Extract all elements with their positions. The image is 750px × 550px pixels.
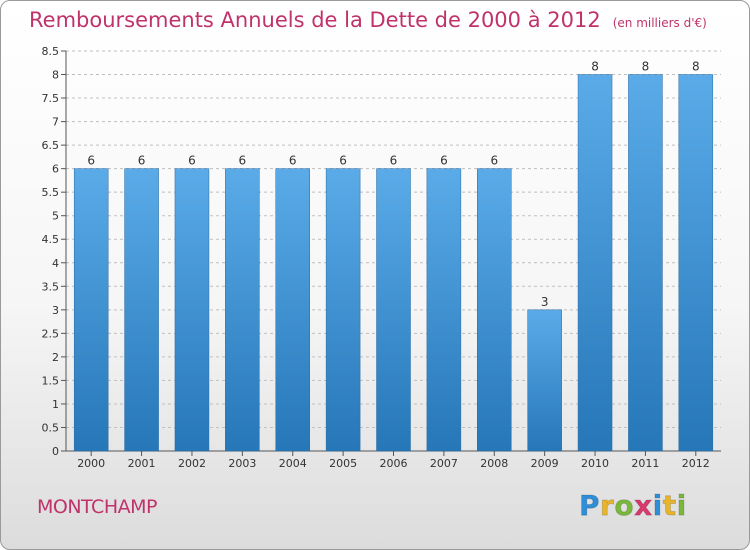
bar-2007 <box>426 168 462 452</box>
y-tick-label: 0.5 <box>42 421 60 434</box>
proxiti-logo: Proxiti <box>578 489 687 523</box>
y-tick-label: 7 <box>52 116 59 129</box>
logo-letter: t <box>662 489 677 523</box>
bars <box>73 74 714 452</box>
logo-letter: r <box>600 489 615 523</box>
bar-2001 <box>124 168 159 452</box>
chart-title-text: Remboursements Annuels de la Dette de 20… <box>29 8 601 32</box>
y-tick-label: 5.5 <box>42 186 60 199</box>
bar-value-label-2000: 6 <box>87 154 95 168</box>
y-tick-label: 1 <box>52 398 59 411</box>
x-tick-label-2008: 2008 <box>480 457 508 470</box>
logo-letter: i <box>652 489 663 523</box>
x-tick-label-2010: 2010 <box>581 457 609 470</box>
bar-value-label-2008: 6 <box>490 154 498 168</box>
bar-value-label-2004: 6 <box>289 154 297 168</box>
bar-value-label-2006: 6 <box>390 154 398 168</box>
logo-letter: P <box>578 489 601 523</box>
y-tick-label: 5 <box>52 210 59 223</box>
commune-name: MONTCHAMP <box>37 496 157 518</box>
bar-value-label-2002: 6 <box>188 154 196 168</box>
logo-letter: x <box>634 489 653 523</box>
x-tick-label-2011: 2011 <box>631 457 659 470</box>
y-tick-label: 4.5 <box>42 233 60 246</box>
y-tick-label: 0 <box>52 445 59 458</box>
bar-2008 <box>477 168 512 452</box>
y-tick-label: 2.5 <box>42 327 60 340</box>
chart-title: Remboursements Annuels de la Dette de 20… <box>29 8 707 32</box>
bar-value-label-2007: 6 <box>440 154 448 168</box>
x-tick-label-2005: 2005 <box>329 457 357 470</box>
bar-value-label-2009: 3 <box>541 295 549 309</box>
bar-value-label-2011: 8 <box>642 60 650 74</box>
bar-2006 <box>376 168 411 452</box>
chart-unit-label: (en milliers d'€) <box>612 16 707 30</box>
bar-value-label-2005: 6 <box>339 154 347 168</box>
bar-2012 <box>678 74 714 452</box>
x-tick-label-2002: 2002 <box>178 457 206 470</box>
y-tick-label: 1.5 <box>42 374 60 387</box>
bar-value-label-2001: 6 <box>138 154 146 168</box>
y-tick-labels: 0 0.5 1 1.5 2 2.5 3 3.5 4 4.5 5 5.5 6 6.5 7 7.5 8 8.5 <box>42 45 60 458</box>
x-tick-label-2001: 2001 <box>128 457 156 470</box>
y-tick-label: 3 <box>52 304 59 317</box>
y-tick-label: 6 <box>52 163 59 176</box>
x-tick-labels: 2000 2001 2002 2003 2004 2005 2006 2007 2008 2009… <box>77 457 710 470</box>
x-tick-label-2007: 2007 <box>430 457 458 470</box>
y-tick-label: 4 <box>52 257 59 270</box>
bar-2011 <box>628 74 663 452</box>
bar-2004 <box>275 168 310 452</box>
x-tick-label-2006: 2006 <box>380 457 408 470</box>
x-tick-label-2004: 2004 <box>279 457 307 470</box>
bar-2009 <box>527 309 562 452</box>
bar-value-labels: 6 6 6 6 6 6 6 6 6 3 8 8 8 <box>87 60 699 309</box>
bar-2005 <box>325 168 361 452</box>
x-tick-label-2003: 2003 <box>228 457 256 470</box>
bar-value-label-2010: 8 <box>591 60 599 74</box>
logo-letter: o <box>614 489 635 523</box>
y-tick-label: 2 <box>52 351 59 364</box>
bar-2010 <box>577 74 613 452</box>
bar-2003 <box>225 168 260 452</box>
x-tick-label-2012: 2012 <box>682 457 710 470</box>
y-tick-label: 8.5 <box>42 45 60 58</box>
x-tick-label-2000: 2000 <box>77 457 105 470</box>
bar-value-label-2012: 8 <box>692 60 700 74</box>
y-tick-label: 7.5 <box>42 92 60 105</box>
y-tick-label: 8 <box>52 69 59 82</box>
y-tick-label: 6.5 <box>42 139 60 152</box>
y-tick-label: 3.5 <box>42 280 60 293</box>
bar-2000 <box>73 168 109 452</box>
bar-2002 <box>174 168 210 452</box>
x-tick-label-2009: 2009 <box>531 457 559 470</box>
logo-letter: i <box>676 489 687 523</box>
bar-value-label-2003: 6 <box>239 154 247 168</box>
